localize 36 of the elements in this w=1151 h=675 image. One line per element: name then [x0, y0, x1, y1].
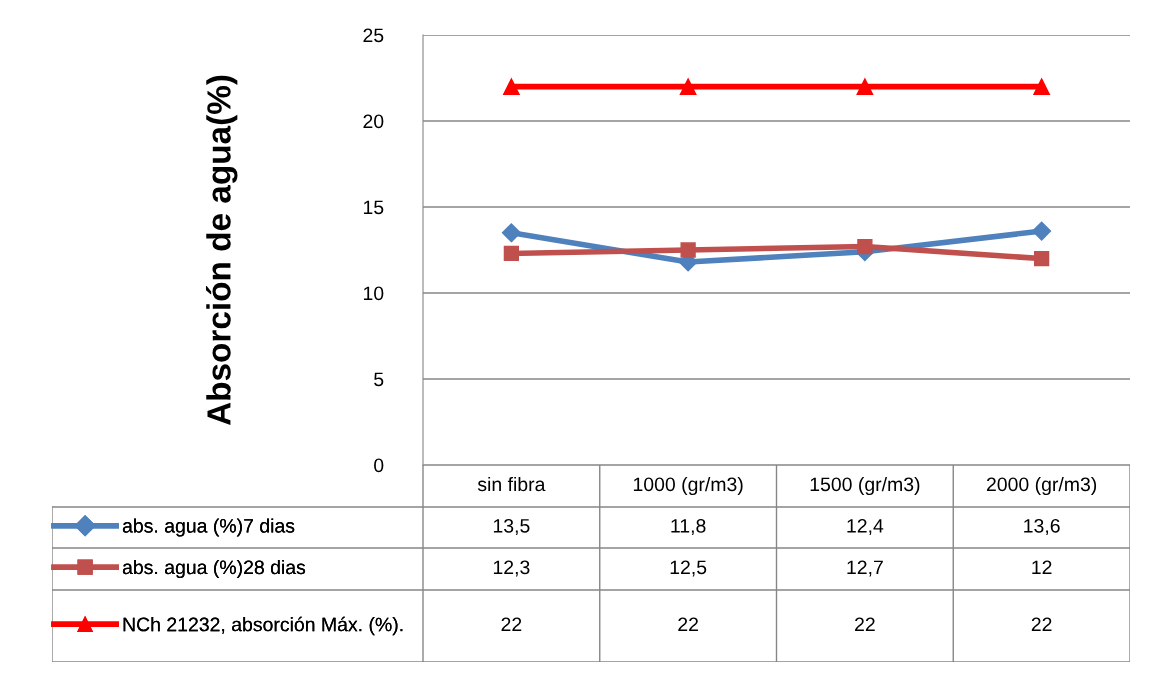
x-tick-label: 1500 (gr/m3): [810, 476, 920, 496]
point: [680, 242, 696, 258]
point: [503, 78, 520, 95]
data-label: 12,7: [847, 560, 883, 577]
legend-label: abs. agua (%)28 dias: [122, 559, 306, 579]
point: [503, 245, 520, 262]
data-label: 12,3: [493, 560, 530, 577]
point: [1033, 78, 1050, 95]
x-tick-label: sin fibra: [477, 476, 546, 492]
data-label: 11,8: [671, 518, 706, 536]
data-label: 12,5: [670, 560, 707, 577]
data-label: 22: [1031, 617, 1052, 632]
y-tick-label: 25: [363, 28, 384, 43]
y-tick-label: 15: [363, 200, 384, 215]
x-tick-label: 2000 (gr/m3): [986, 476, 1097, 496]
point: [857, 238, 873, 255]
point: [1033, 250, 1050, 267]
data-label: 13,6: [1024, 518, 1060, 536]
point: [501, 223, 521, 243]
data-label: 22: [678, 617, 698, 632]
x-tick-label: 1000 (gr/m3): [633, 476, 743, 496]
legend-label: abs. agua (%)7 dias: [122, 518, 295, 537]
data-label: 22: [855, 617, 875, 632]
y-tick-label: 5: [374, 372, 384, 387]
point: [856, 78, 874, 95]
data-label: 13,5: [493, 518, 530, 536]
point: [679, 78, 697, 95]
point: [1032, 221, 1052, 241]
data-label: 12: [1032, 560, 1052, 575]
y-tick-label: 10: [363, 286, 384, 301]
y-tick-label: 0: [374, 458, 384, 473]
data-label: 22: [501, 617, 522, 632]
data-label: 12,4: [847, 518, 884, 536]
y-axis-title: Absorción de agua(%): [205, 75, 238, 426]
y-tick-label: 20: [363, 114, 384, 129]
legend-label: NCh 21232, absorción Máx. (%).: [123, 616, 403, 636]
